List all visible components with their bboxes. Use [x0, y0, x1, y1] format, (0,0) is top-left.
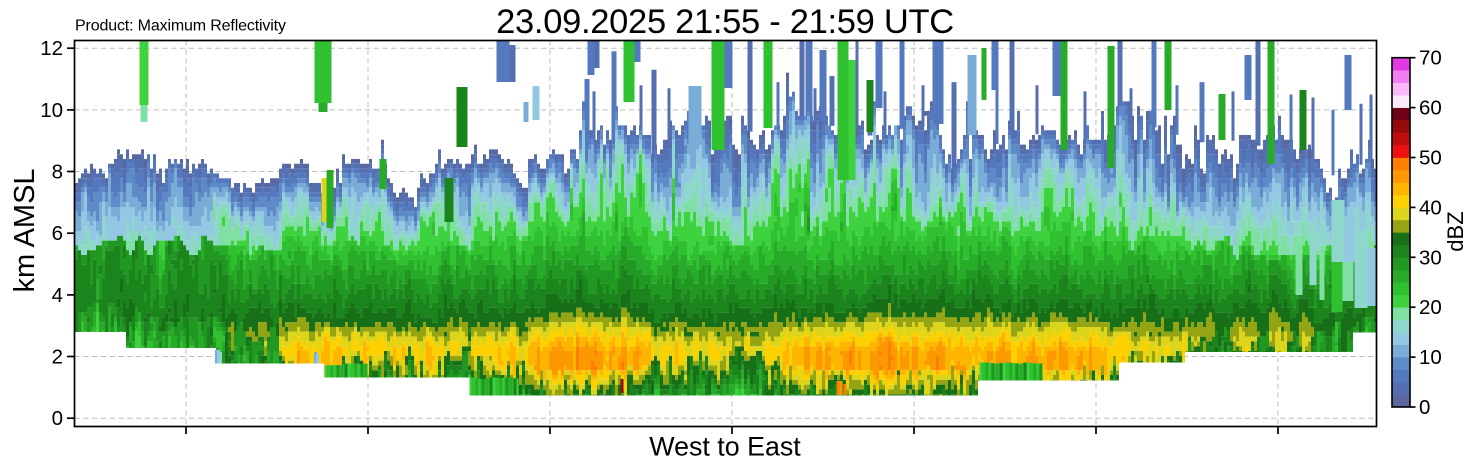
svg-text:20: 20: [1419, 296, 1442, 319]
svg-text:10: 10: [40, 99, 63, 122]
svg-text:km AMSL: km AMSL: [9, 168, 41, 292]
svg-text:60: 60: [1419, 97, 1442, 120]
svg-text:4: 4: [52, 284, 63, 307]
svg-text:10: 10: [1419, 346, 1442, 369]
svg-text:0: 0: [52, 407, 63, 430]
svg-text:70: 70: [1419, 47, 1442, 70]
svg-text:30: 30: [1419, 246, 1442, 269]
svg-text:50: 50: [1419, 147, 1442, 170]
svg-text:0: 0: [1419, 396, 1430, 419]
svg-text:Product: Maximum Reflectivity: Product: Maximum Reflectivity: [75, 18, 286, 35]
svg-text:6: 6: [52, 222, 63, 245]
svg-text:40: 40: [1419, 196, 1442, 219]
svg-text:dBZ: dBZ: [1443, 211, 1468, 251]
svg-text:2: 2: [52, 346, 63, 369]
svg-text:12: 12: [40, 37, 63, 60]
svg-text:8: 8: [52, 161, 63, 184]
svg-text:23.09.2025 21:55 - 21:59 UTC: 23.09.2025 21:55 - 21:59 UTC: [496, 3, 954, 41]
svg-text:West to East: West to East: [649, 431, 801, 461]
